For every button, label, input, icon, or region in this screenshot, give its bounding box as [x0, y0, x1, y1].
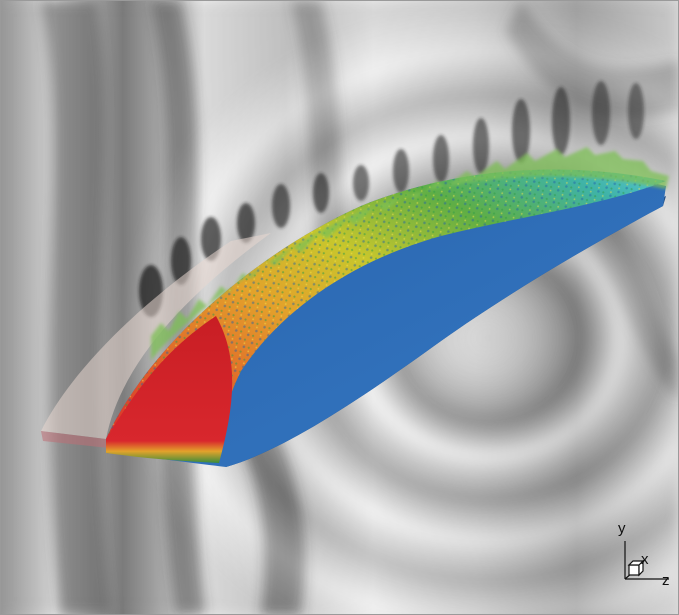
blade-side-surface [106, 171, 666, 467]
x-axis-label: x [641, 551, 649, 568]
axes-triad [624, 541, 669, 580]
turbulent-edge [151, 147, 669, 361]
z-axis-label: z [662, 572, 670, 589]
y-axis-label: y [618, 520, 626, 537]
axes-origin-box [628, 564, 640, 576]
blade-leading-edge [106, 316, 233, 463]
